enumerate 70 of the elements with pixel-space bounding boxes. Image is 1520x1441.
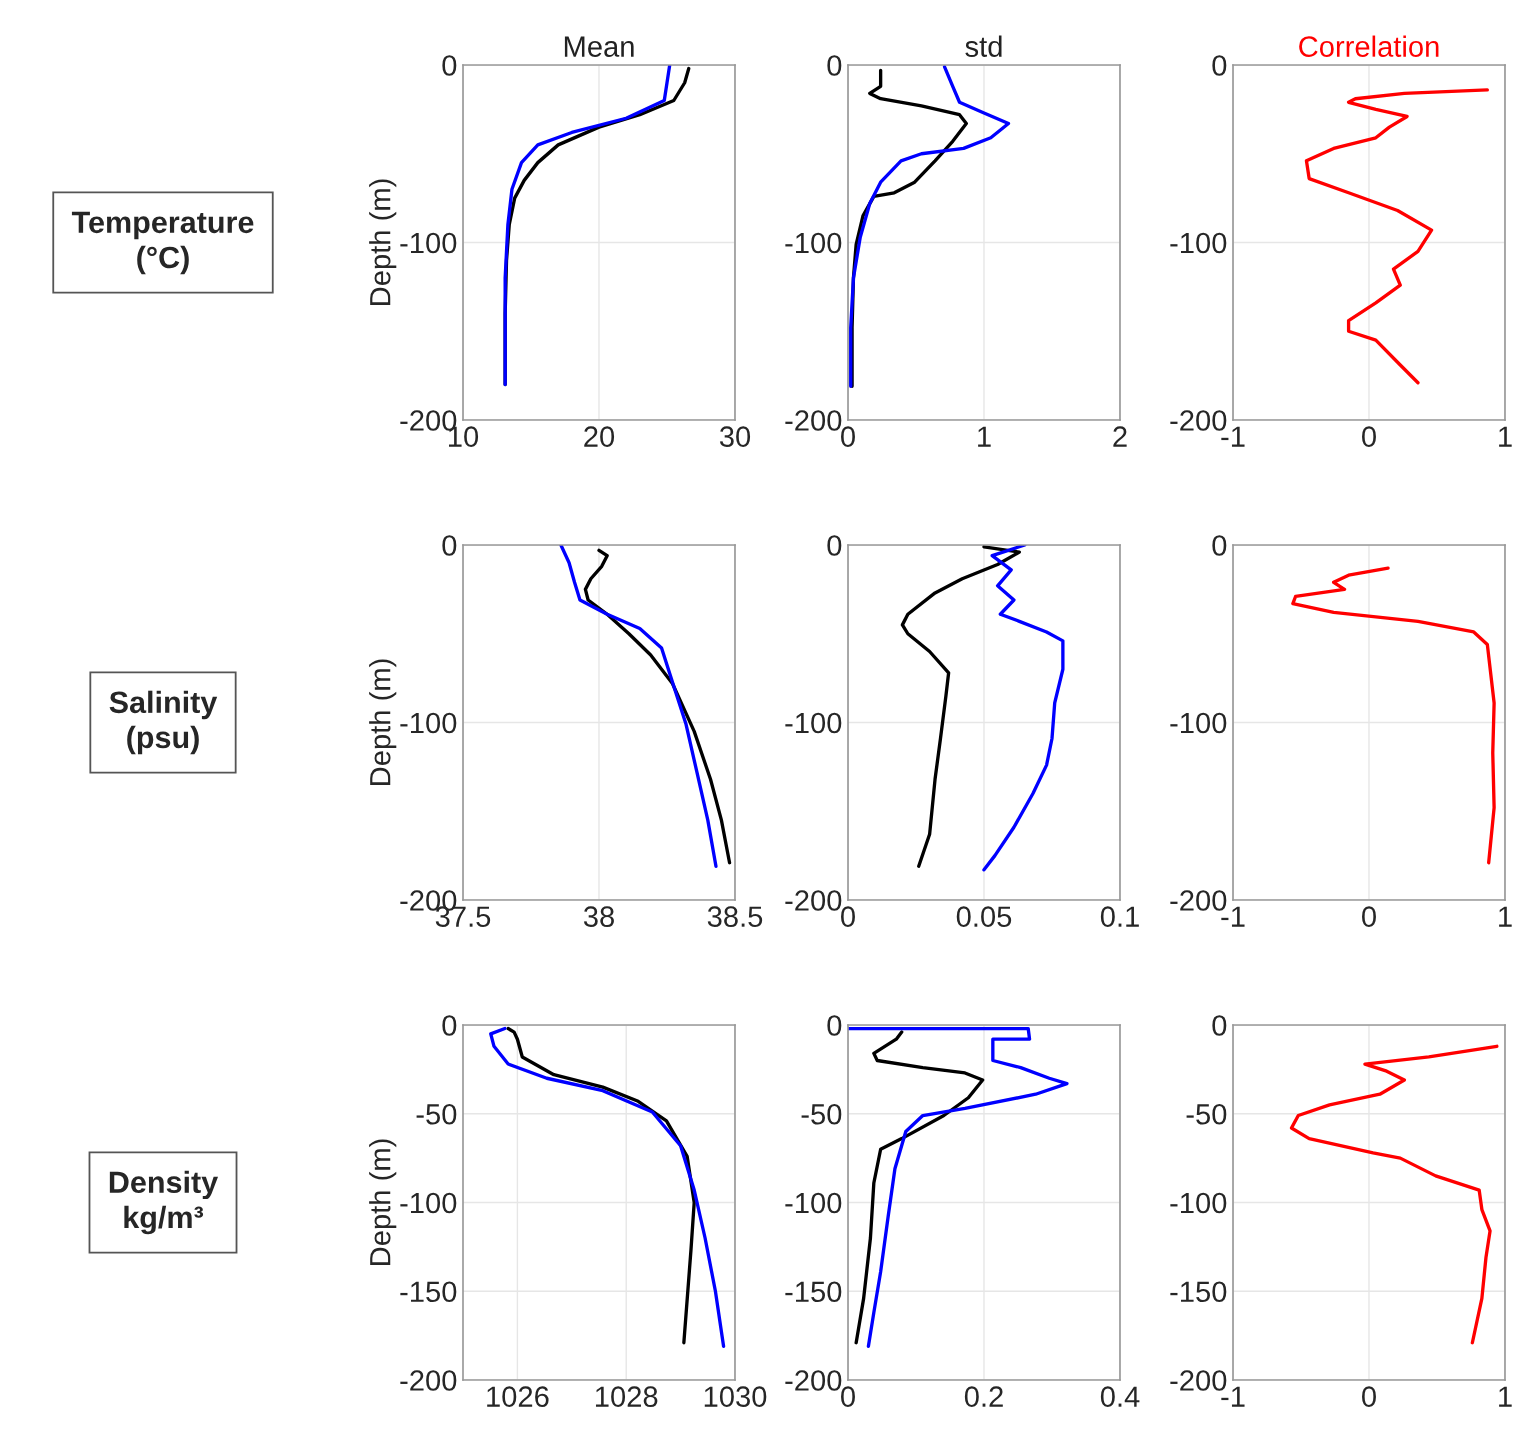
y-tick-label: -50 <box>416 1103 457 1125</box>
y-tick-label: -200 <box>400 1370 457 1391</box>
line-series <box>1289 1044 1499 1345</box>
y-axis-title: Depth (m) <box>369 1139 397 1265</box>
y-tick-label: 0 <box>442 535 457 556</box>
y-tick-label: 0 <box>1212 535 1227 556</box>
line-series <box>1291 566 1496 865</box>
line-series <box>849 65 1011 388</box>
line-series <box>854 1030 985 1345</box>
line-series <box>489 1026 726 1348</box>
x-tick-label: 1030 <box>704 1386 767 1407</box>
y-tick-label: 0 <box>1212 55 1227 76</box>
y-tick-label: 0 <box>827 1015 842 1036</box>
y-tick-label: -100 <box>1170 1192 1227 1214</box>
y-tick-label: -100 <box>785 1192 842 1214</box>
x-tick-label: 0.05 <box>956 906 1012 927</box>
y-tick-label: -100 <box>400 232 457 254</box>
x-tick-label: 1028 <box>595 1386 658 1407</box>
x-tick-label: 2 <box>1113 426 1127 447</box>
x-tick-label: 38.5 <box>707 906 763 927</box>
y-tick-label: -100 <box>785 232 842 254</box>
x-tick-label: 0.4 <box>1100 1386 1140 1407</box>
x-tick-label: 0.2 <box>964 1386 1003 1407</box>
x-tick-label: 20 <box>584 426 615 447</box>
x-tick-label: 0 <box>1362 426 1376 447</box>
x-tick-label: 1 <box>978 426 991 447</box>
text: Density kg/m³ <box>109 1170 219 1235</box>
y-tick-label: -200 <box>785 1370 842 1391</box>
y-tick-label: -150 <box>400 1281 457 1303</box>
y-tick-label: -100 <box>400 1192 457 1214</box>
text: Salinity (psu) <box>109 690 218 755</box>
y-tick-label: -100 <box>400 712 457 734</box>
line-series <box>583 548 732 865</box>
y-tick-label: 0 <box>827 55 842 76</box>
chart-title: std <box>965 35 1002 57</box>
y-axis-title: Depth (m) <box>369 659 397 785</box>
y-tick-label: -150 <box>1170 1281 1227 1303</box>
y-tick-label: -100 <box>785 712 842 734</box>
y-tick-label: 0 <box>1212 1015 1227 1036</box>
x-tick-label: 1 <box>1499 426 1512 447</box>
x-tick-label: 1026 <box>487 1386 549 1407</box>
x-tick-label: 0 <box>1362 906 1376 927</box>
text: Temperature (°C) <box>71 211 254 275</box>
y-tick-label: -100 <box>1170 712 1227 734</box>
x-tick-label: 0 <box>841 906 855 927</box>
x-tick-label: 0.1 <box>1100 906 1139 927</box>
y-tick-label: 0 <box>442 55 457 76</box>
y-axis-title: Depth (m) <box>369 179 397 305</box>
x-tick-label: 1 <box>1499 906 1512 927</box>
x-tick-label: 0 <box>841 1386 855 1407</box>
y-tick-label: -150 <box>785 1281 842 1303</box>
y-tick-label: -200 <box>785 410 842 431</box>
x-tick-label: 38 <box>583 906 614 927</box>
y-tick-label: -50 <box>801 1103 842 1125</box>
y-tick-label: 0 <box>827 535 842 556</box>
line-series <box>848 1026 1069 1348</box>
y-tick-label: -50 <box>1186 1103 1227 1125</box>
x-tick-label: 0 <box>1362 1386 1376 1407</box>
y-tick-label: 0 <box>442 1015 457 1036</box>
line-series <box>1304 88 1489 385</box>
y-tick-label: -100 <box>1170 232 1227 254</box>
line-series <box>982 545 1065 872</box>
y-tick-label: -200 <box>785 890 842 911</box>
line-series <box>900 545 1022 868</box>
x-tick-label: 0 <box>841 426 855 447</box>
chart-title: Correlation <box>1299 35 1439 57</box>
chart-title: Mean <box>564 36 634 57</box>
x-tick-label: 1 <box>1499 1386 1512 1407</box>
x-tick-label: 30 <box>719 426 751 447</box>
line-series <box>559 545 718 868</box>
